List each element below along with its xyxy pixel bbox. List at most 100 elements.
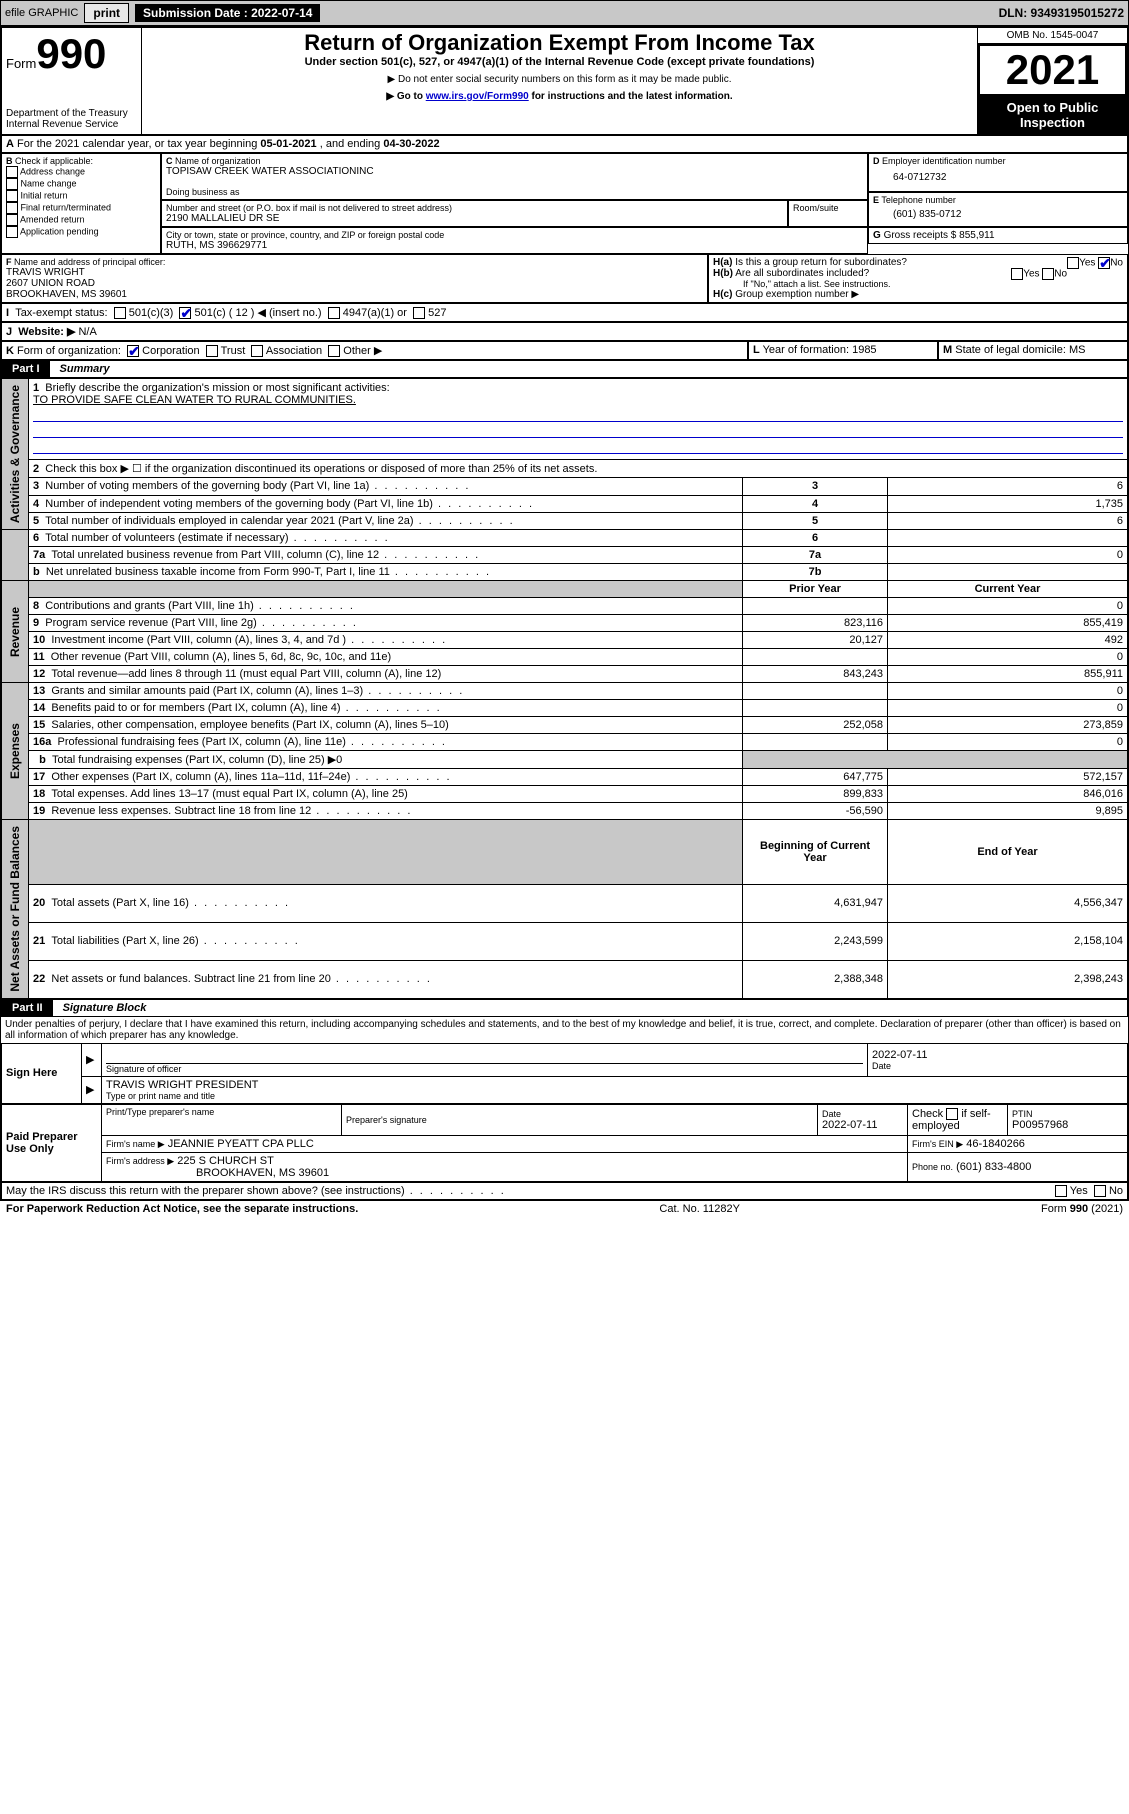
domicile-label: State of legal domicile:	[955, 344, 1066, 356]
line-text: Net assets or fund balances. Subtract li…	[51, 973, 432, 985]
footer-right: Form 990 (2021)	[1041, 1203, 1123, 1215]
opt-corp: Corporation	[142, 345, 199, 357]
chk-ha-yes[interactable]	[1067, 257, 1079, 269]
form-org-label: Form of organization:	[17, 345, 121, 357]
type-name-label: Type or print name and title	[106, 1091, 1123, 1101]
omb-number: OMB No. 1545-0047	[978, 28, 1127, 44]
discuss-row: May the IRS discuss this return with the…	[1, 1182, 1128, 1200]
officer-addr2: BROOKHAVEN, MS 39601	[6, 289, 703, 300]
chk-527[interactable]	[413, 307, 425, 319]
chk-self-employed[interactable]	[946, 1108, 958, 1120]
table-row: 6 Total number of volunteers (estimate i…	[2, 530, 1128, 547]
preparer-table: Paid Preparer Use Only Print/Type prepar…	[1, 1104, 1128, 1182]
chk-501c3[interactable]	[114, 307, 126, 319]
chk-501c[interactable]	[179, 307, 191, 319]
eoy-val: 4,556,347	[888, 884, 1128, 922]
yes-label: Yes	[1079, 258, 1095, 269]
line-text: Total number of individuals employed in …	[45, 515, 514, 527]
line-code: 7b	[743, 564, 888, 581]
form-title: Return of Organization Exempt From Incom…	[146, 30, 973, 56]
chk-ha-no[interactable]	[1098, 257, 1110, 269]
chk-4947[interactable]	[328, 307, 340, 319]
line-text: Other revenue (Part VIII, column (A), li…	[51, 651, 391, 663]
box-b-label: Check if applicable:	[15, 156, 93, 166]
line-value	[888, 530, 1128, 547]
website-value: N/A	[78, 326, 96, 338]
chk-corp[interactable]	[127, 345, 139, 357]
eoy-val: 2,398,243	[888, 960, 1128, 998]
prior-val: 647,775	[743, 769, 888, 786]
chk-amended[interactable]	[6, 214, 18, 226]
chk-discuss-yes[interactable]	[1055, 1185, 1067, 1197]
chk-name-change[interactable]	[6, 178, 18, 190]
no-label: No	[1110, 258, 1123, 269]
curr-val: 9,895	[888, 803, 1128, 820]
chk-address-change[interactable]	[6, 166, 18, 178]
line-num: 10	[33, 634, 45, 646]
firm-name-value: JEANNIE PYEATT CPA PLLC	[168, 1138, 314, 1150]
table-row: 15 Salaries, other compensation, employe…	[2, 717, 1128, 734]
opt-501c3: 501(c)(3)	[129, 307, 174, 319]
year-formation-value: 1985	[852, 344, 876, 356]
col-eoy: End of Year	[888, 820, 1128, 885]
h-note: If "No," attach a list. See instructions…	[713, 279, 1123, 289]
table-row: b Total fundraising expenses (Part IX, c…	[2, 751, 1128, 769]
line-value: 6	[888, 512, 1128, 529]
part2-header: Part II Signature Block	[1, 999, 1128, 1017]
opt-app-pending: Application pending	[20, 226, 99, 236]
submission-date-box: Submission Date : 2022-07-14	[135, 4, 320, 22]
opt-527: 527	[428, 307, 446, 319]
line-text: Total expenses. Add lines 13–17 (must eq…	[51, 788, 407, 800]
col-prior: Prior Year	[743, 581, 888, 598]
table-row: 3 Number of voting members of the govern…	[2, 478, 1128, 495]
line-num: 21	[33, 935, 45, 947]
chk-trust[interactable]	[206, 345, 218, 357]
ptin-value: P00957968	[1012, 1119, 1123, 1131]
table-row: 8 Contributions and grants (Part VIII, l…	[2, 598, 1128, 615]
footer-left: For Paperwork Reduction Act Notice, see …	[6, 1203, 358, 1215]
line-text: Investment income (Part VIII, column (A)…	[51, 634, 447, 646]
line-text: Total revenue—add lines 8 through 11 (mu…	[51, 668, 441, 680]
form-num: 990	[36, 30, 106, 77]
tax-year: 2021	[978, 44, 1127, 96]
line-2: Check this box ▶ ☐ if the organization d…	[45, 463, 597, 475]
chk-other[interactable]	[328, 345, 340, 357]
domicile-value: MS	[1069, 344, 1086, 356]
prior-val	[743, 734, 888, 751]
line-text: Number of independent voting members of …	[45, 498, 534, 510]
line-text: Total unrelated business revenue from Pa…	[51, 549, 480, 561]
table-row: 7a Total unrelated business revenue from…	[2, 547, 1128, 564]
prior-val	[743, 683, 888, 700]
discuss-label: May the IRS discuss this return with the…	[6, 1185, 506, 1197]
line-text: Professional fundraising fees (Part IX, …	[57, 736, 447, 748]
chk-hb-yes[interactable]	[1011, 268, 1023, 280]
chk-hb-no[interactable]	[1042, 268, 1054, 280]
chk-discuss-no[interactable]	[1094, 1185, 1106, 1197]
chk-initial-return[interactable]	[6, 190, 18, 202]
org-name: TOPISAW CREEK WATER ASSOCIATIONINC	[166, 166, 863, 177]
period-text-b: , and ending	[317, 138, 384, 150]
chk-assoc[interactable]	[251, 345, 263, 357]
firm-ein-value: 46-1840266	[966, 1138, 1025, 1150]
print-button[interactable]: print	[84, 3, 129, 23]
curr-val: 846,016	[888, 786, 1128, 803]
sign-here-label: Sign Here	[2, 1043, 82, 1103]
hb-label: Are all subordinates included?	[735, 268, 869, 279]
line-num: 16a	[33, 736, 51, 748]
firm-phone-label: Phone no.	[912, 1162, 953, 1172]
chk-final-return[interactable]	[6, 202, 18, 214]
irs-link[interactable]: www.irs.gov/Form990	[426, 91, 529, 102]
vlabel-rev: Revenue	[6, 603, 24, 661]
prep-date-value: 2022-07-11	[822, 1119, 903, 1131]
hc-label: Group exemption number ▶	[735, 289, 859, 300]
yes-label-2: Yes	[1023, 269, 1039, 280]
table-row: 12 Total revenue—add lines 8 through 11 …	[2, 666, 1128, 683]
opt-initial-return: Initial return	[21, 190, 68, 200]
signature-line[interactable]	[106, 1046, 863, 1064]
sig-officer-label: Signature of officer	[106, 1064, 863, 1074]
line-num: 5	[33, 515, 39, 527]
chk-app-pending[interactable]	[6, 226, 18, 238]
line-code: 5	[743, 512, 888, 529]
line-num: 17	[33, 771, 45, 783]
curr-val: 0	[888, 734, 1128, 751]
